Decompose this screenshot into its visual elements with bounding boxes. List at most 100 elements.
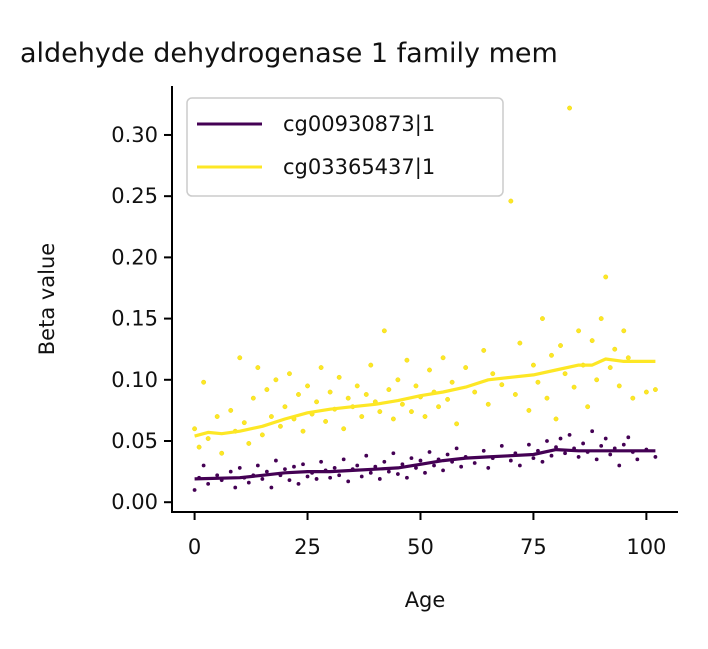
scatter-point-series-2: [255, 365, 261, 370]
scatter-point-series-2: [327, 389, 333, 395]
scatter-point-series-2: [214, 414, 220, 419]
y-tick-label: 0.20: [111, 245, 158, 269]
x-tick-label: 75: [520, 535, 547, 559]
scatter-point-series-1: [625, 434, 631, 440]
scatter-point-series-1: [332, 465, 338, 471]
scatter-point-series-2: [228, 407, 234, 413]
scatter-point-series-2: [517, 340, 523, 346]
scatter-point-series-1: [228, 469, 234, 475]
scatter-point-series-2: [567, 105, 572, 111]
scatter-point-series-2: [535, 379, 541, 385]
scatter-point-series-2: [526, 407, 532, 413]
scatter-point-series-1: [526, 442, 532, 448]
scatter-point-series-1: [404, 475, 410, 481]
scatter-point-series-1: [300, 461, 306, 467]
scatter-point-series-2: [589, 338, 595, 344]
scatter-point-series-1: [427, 449, 433, 455]
scatter-point-series-2: [196, 444, 202, 450]
scatter-point-series-1: [381, 459, 387, 465]
scatter-point-series-1: [205, 481, 211, 487]
x-tick-label: 50: [407, 535, 434, 559]
scatter-point-series-2: [490, 371, 496, 377]
x-ticks: 0 25 50 75 100: [188, 512, 666, 559]
scatter-point-series-2: [481, 348, 487, 353]
scatter-point-series-2: [377, 409, 383, 415]
plot-area: [192, 105, 658, 493]
scatter-point-series-2: [278, 423, 283, 429]
y-tick-label: 0.00: [111, 490, 158, 514]
scatter-point-series-2: [323, 419, 329, 424]
scatter-point-series-2: [264, 387, 270, 392]
scatter-point-series-2: [540, 316, 545, 321]
x-tick-label: 0: [188, 535, 201, 559]
scatter-point-series-2: [268, 414, 274, 419]
chart-title: aldehyde dehydrogenase 1 family mem: [20, 38, 558, 69]
y-tick-label: 0.10: [111, 368, 158, 392]
scatter-point-series-1: [291, 464, 297, 470]
scatter-point-series-2: [531, 362, 536, 368]
scatter-point-series-2: [598, 316, 604, 321]
scatter-point-series-2: [472, 389, 478, 395]
scatter-point-series-1: [273, 458, 279, 464]
scatter-point-series-1: [359, 473, 365, 479]
scatter-point-series-2: [368, 362, 374, 368]
scatter-point-series-2: [413, 383, 419, 389]
scatter-point-series-1: [530, 455, 536, 461]
scatter-point-series-1: [458, 464, 464, 470]
scatter-point-series-1: [232, 485, 238, 491]
scatter-point-series-2: [422, 414, 428, 419]
scatter-point-series-2: [562, 371, 568, 377]
scatter-point-series-2: [607, 365, 613, 370]
scatter-point-series-1: [548, 453, 554, 459]
y-tick-label: 0.05: [111, 429, 158, 453]
scatter-point-series-1: [201, 462, 207, 468]
scatter-point-series-2: [463, 365, 469, 370]
scatter-point-series-2: [625, 355, 631, 361]
scatter-point-series-2: [300, 428, 306, 434]
scatter-point-series-1: [580, 440, 586, 446]
scatter-point-series-1: [485, 465, 491, 471]
scatter-point-series-1: [377, 476, 383, 482]
scatter-point-series-2: [381, 328, 387, 334]
scatter-point-series-2: [427, 367, 432, 373]
scatter-point-series-1: [634, 456, 640, 462]
scatter-point-series-2: [259, 432, 265, 438]
scatter-point-series-2: [363, 392, 369, 397]
scatter-point-series-1: [246, 480, 252, 486]
x-axis-label: Age: [405, 588, 446, 612]
scatter-point-series-1: [445, 451, 451, 457]
scatter-point-series-1: [341, 456, 347, 462]
scatter-point-series-1: [440, 467, 446, 473]
scatter-point-series-2: [241, 420, 247, 426]
scatter-point-series-1: [544, 438, 550, 444]
scatter-point-series-2: [219, 450, 225, 456]
scatter-point-series-2: [553, 416, 559, 422]
scatter-point-series-2: [395, 377, 401, 383]
scatter-point-series-2: [576, 328, 582, 334]
scatter-point-series-1: [336, 472, 342, 478]
scatter-point-series-2: [558, 343, 563, 348]
scatter-point-series-1: [499, 443, 505, 449]
scatter-point-series-2: [282, 404, 288, 410]
scatter-point-series-1: [417, 458, 423, 464]
scatter-point-series-1: [255, 462, 261, 468]
scatter-point-series-1: [539, 459, 545, 465]
x-tick-label: 100: [626, 535, 666, 559]
scatter-point-series-2: [341, 426, 347, 432]
scatter-point-series-1: [192, 487, 198, 493]
scatter-point-series-2: [296, 392, 301, 397]
scatter-point-series-1: [652, 454, 658, 460]
scatter-point-series-1: [589, 428, 595, 434]
scatter-point-series-2: [318, 365, 324, 370]
scatter-point-series-1: [576, 454, 582, 460]
scatter-point-series-2: [630, 395, 636, 401]
scatter-point-series-2: [512, 392, 518, 397]
legend-label-series-1: cg00930873|1: [283, 112, 435, 137]
scatter-point-series-1: [616, 462, 622, 468]
scatter-point-series-1: [282, 466, 288, 472]
scatter-point-series-2: [571, 384, 577, 390]
scatter-point-series-2: [436, 404, 441, 410]
y-axis-label: Beta value: [35, 243, 59, 355]
scatter-point-series-1: [268, 485, 274, 491]
